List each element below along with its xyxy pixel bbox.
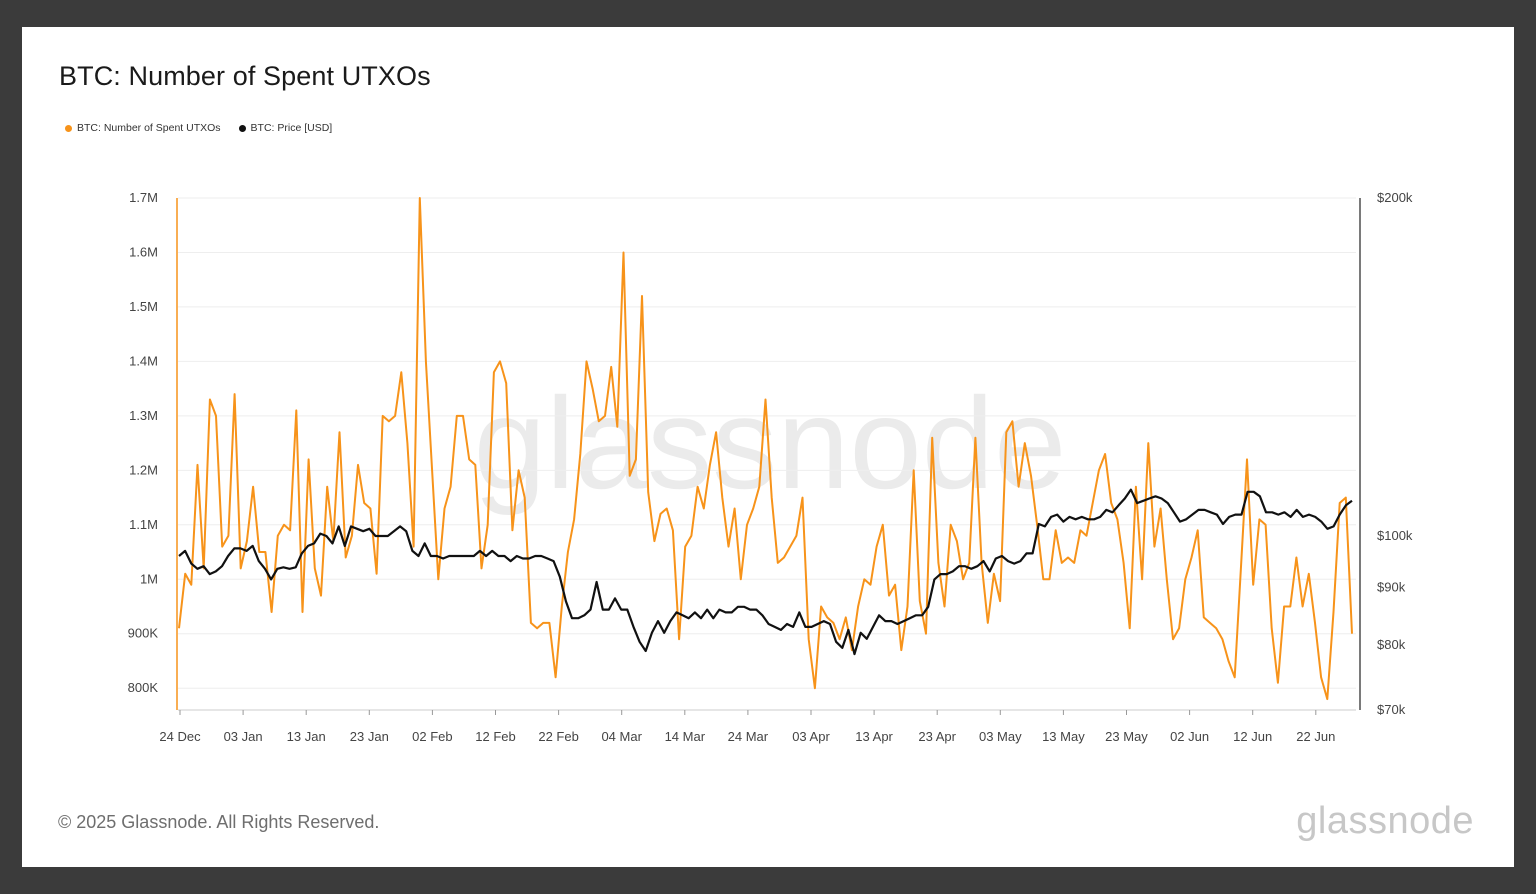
y-left-tick-label: 1.7M <box>129 190 158 205</box>
copyright-footer: © 2025 Glassnode. All Rights Reserved. <box>58 812 380 832</box>
legend: BTC: Number of Spent UTXOs BTC: Price [U… <box>65 122 332 134</box>
series-line-price <box>178 488 1353 656</box>
x-tick-label: 24 Dec <box>159 729 201 744</box>
y-right-tick-label: $100k <box>1377 528 1413 543</box>
x-tick-label: 03 Jan <box>224 729 263 744</box>
legend-label-utxo: BTC: Number of Spent UTXOs <box>77 122 221 134</box>
x-tick-label: 03 May <box>979 729 1022 744</box>
watermark-text: glassnode <box>474 370 1067 516</box>
brand-logo: glassnode <box>1296 800 1474 842</box>
y-left-tick-label: 1.5M <box>129 299 158 314</box>
y-right-tick-label: $200k <box>1377 190 1413 205</box>
y-left-tick-label: 1.1M <box>129 517 158 532</box>
y-left-tick-label: 1.2M <box>129 462 158 477</box>
x-tick-label: 12 Feb <box>475 729 515 744</box>
chart-card: BTC: Number of Spent UTXOs BTC: Number o… <box>22 27 1514 867</box>
x-tick-label: 23 Jan <box>350 729 389 744</box>
legend-dot-utxo <box>65 124 72 132</box>
x-tick-label: 13 Apr <box>855 729 893 744</box>
y-left-tick-label: 800K <box>128 680 159 695</box>
legend-item-price[interactable]: BTC: Price [USD] <box>238 122 333 134</box>
x-tick-label: 13 May <box>1042 729 1085 744</box>
y-left-tick-label: 900K <box>128 626 159 641</box>
chart-title: BTC: Number of Spent UTXOs <box>59 61 431 91</box>
x-tick-label: 02 Jun <box>1170 729 1209 744</box>
x-tick-label: 24 Mar <box>728 729 769 744</box>
y-right-tick-label: $70k <box>1377 702 1406 717</box>
y-right-tick-label: $80k <box>1377 637 1406 652</box>
x-tick-label: 04 Mar <box>601 729 642 744</box>
y-left-tick-label: 1.6M <box>129 244 158 259</box>
x-tick-label: 23 Apr <box>918 729 956 744</box>
y-left-tick-label: 1.4M <box>129 353 158 368</box>
y-left-tick-label: 1M <box>140 571 158 586</box>
y-right-tick-label: $90k <box>1377 579 1406 594</box>
legend-dot-price <box>238 124 246 132</box>
x-tick-label: 02 Feb <box>412 729 452 744</box>
series-line-utxo <box>178 197 1353 701</box>
x-tick-label: 12 Jun <box>1233 729 1272 744</box>
x-tick-label: 03 Apr <box>792 729 830 744</box>
x-tick-label: 13 Jan <box>287 729 326 744</box>
x-tick-label: 14 Mar <box>665 729 706 744</box>
y-left-tick-label: 1.3M <box>129 408 158 423</box>
x-tick-label: 23 May <box>1105 729 1148 744</box>
x-tick-label: 22 Jun <box>1296 729 1335 744</box>
x-tick-label: 22 Feb <box>538 729 578 744</box>
legend-item-utxo[interactable]: BTC: Number of Spent UTXOs <box>65 122 221 134</box>
legend-label-price: BTC: Price [USD] <box>250 122 333 134</box>
